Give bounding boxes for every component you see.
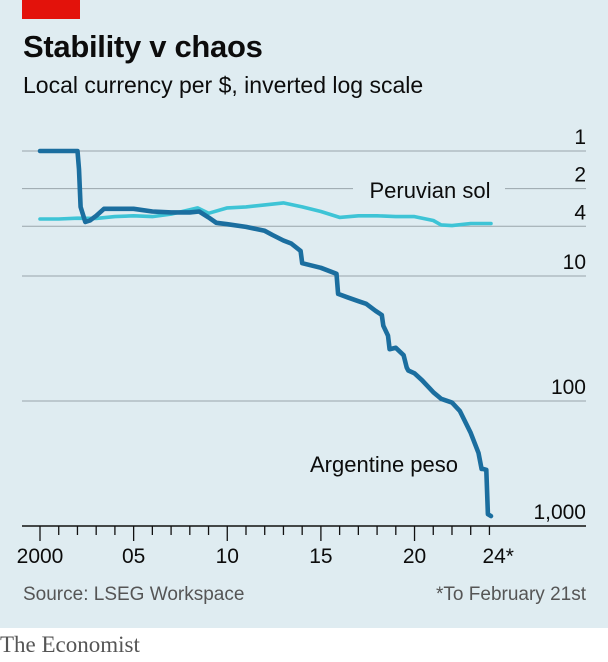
y-tick-label: 4 xyxy=(574,201,586,224)
x-axis: 2000 05 10 15 20 24* xyxy=(17,526,514,568)
series-label-peruvian-sol: Peruvian sol xyxy=(369,178,490,203)
y-tick-label: 10 xyxy=(563,251,586,274)
series-line-argentine-peso xyxy=(37,148,494,519)
series-labels: Peruvian sol Argentine peso xyxy=(310,177,505,477)
source-note: Source: LSEG Workspace xyxy=(23,584,245,605)
y-tick-label: 1,000 xyxy=(533,501,586,524)
x-tick-label: 2000 xyxy=(17,545,64,568)
line-chart: 1 2 4 10 100 1,000 2000 05 10 15 20 24* Peruvian s… xyxy=(17,126,587,568)
footnote: *To February 21st xyxy=(436,584,586,605)
label-backdrop xyxy=(353,177,505,207)
x-tick-label: 15 xyxy=(309,545,332,568)
y-tick-label: 2 xyxy=(574,164,586,187)
y-tick-labels: 1 2 4 10 100 1,000 xyxy=(533,126,586,524)
y-tick-label: 1 xyxy=(574,126,586,149)
chart-subtitle: Local currency per $, inverted log scale xyxy=(23,72,424,98)
series-line-peruvian-sol xyxy=(38,201,493,228)
chart-panel xyxy=(0,0,608,628)
brand-red-bar xyxy=(22,0,80,19)
series-label-argentine-peso: Argentine peso xyxy=(310,452,458,477)
x-tick-label: 05 xyxy=(122,545,145,568)
x-tick-label: 10 xyxy=(216,545,239,568)
y-tick-label: 100 xyxy=(551,376,586,399)
x-tick-label: 24* xyxy=(482,545,514,568)
series-lines xyxy=(37,148,494,519)
chart-title: Stability v chaos xyxy=(23,29,263,64)
publisher-logo: The Economist xyxy=(0,632,140,657)
x-tick-label: 20 xyxy=(403,545,426,568)
